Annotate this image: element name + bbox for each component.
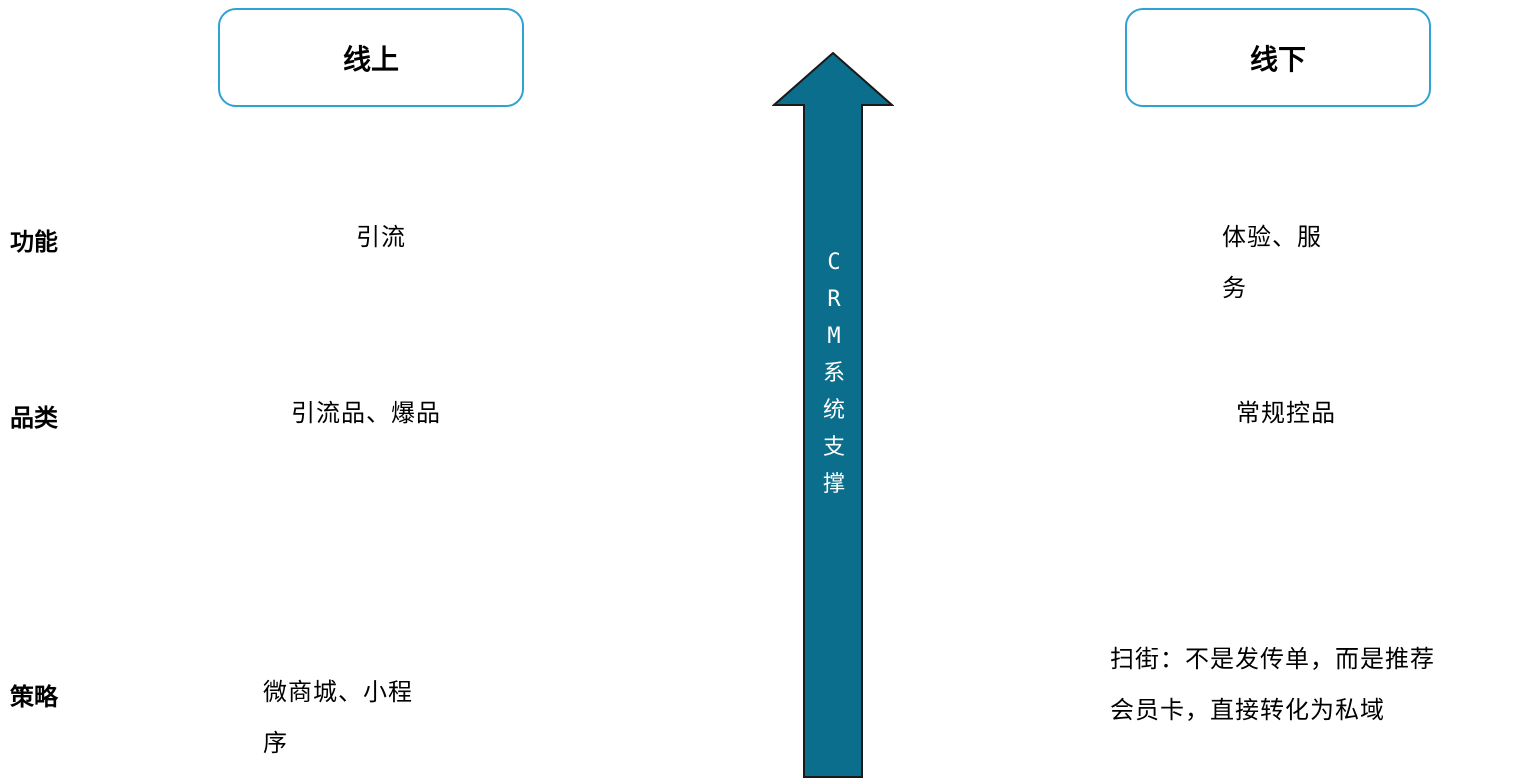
arrow-char: 统: [822, 398, 845, 423]
arrow-char: M: [827, 324, 841, 349]
online-header-label: 线上: [342, 42, 399, 76]
row-label-function: 功能: [10, 228, 58, 256]
arrow-char: 支: [822, 435, 845, 460]
offline-header-box: 线下: [1125, 8, 1431, 107]
text-line: 常规控品: [1236, 399, 1336, 427]
arrow-char: R: [827, 287, 841, 312]
offline-function-text: 体验、服 务: [1222, 212, 1322, 314]
text-line: 序: [263, 729, 288, 757]
online-category-text: 引流品、爆品: [291, 388, 441, 439]
arrow-char: 撑: [822, 472, 845, 497]
offline-category-text: 常规控品: [1236, 388, 1336, 439]
row-label-strategy: 策略: [10, 683, 58, 711]
offline-header-label: 线下: [1249, 42, 1306, 76]
crm-support-label: C R M 系 统 支 撑: [809, 244, 859, 503]
online-function-text: 引流: [356, 212, 406, 263]
arrow-char: 系: [822, 361, 845, 386]
arrow-char: C: [827, 250, 841, 275]
arrow-shape: [772, 52, 894, 778]
text-line: 微商城、小程: [263, 678, 413, 706]
text-line: 引流品、爆品: [291, 399, 441, 427]
text-line: 引流: [356, 223, 406, 251]
online-strategy-text: 微商城、小程 序: [263, 667, 413, 769]
text-line: 会员卡，直接转化为私域: [1110, 696, 1385, 724]
offline-strategy-text: 扫街：不是发传单，而是推荐 会员卡，直接转化为私域: [1110, 634, 1435, 736]
row-label-category: 品类: [10, 404, 58, 432]
text-line: 扫街：不是发传单，而是推荐: [1110, 645, 1435, 673]
text-line: 务: [1222, 274, 1247, 302]
crm-support-arrow: [772, 52, 894, 778]
text-line: 体验、服: [1222, 223, 1322, 251]
online-header-box: 线上: [218, 8, 524, 107]
